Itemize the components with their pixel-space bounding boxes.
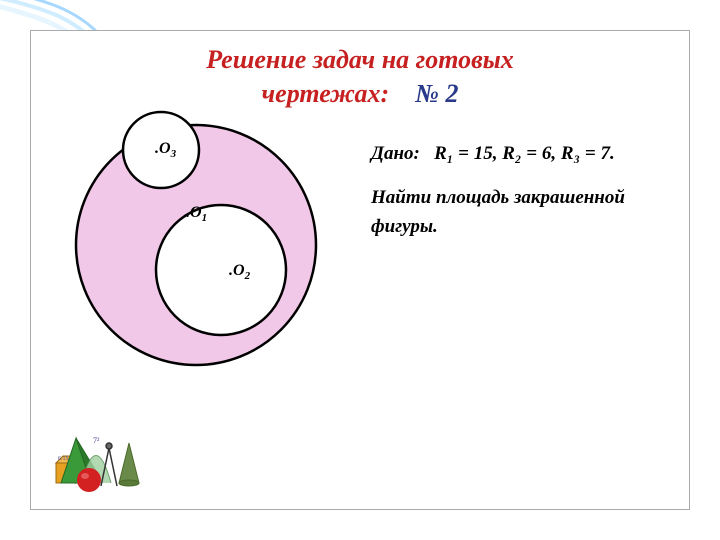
given-label: Дано: [371,143,420,164]
circle-inner-big [156,205,286,335]
slide-title: Решение задач на готовых чертежах: № 2 [31,31,689,115]
title-number: № 2 [415,79,458,108]
slide-frame: Решение задач на готовых чертежах: № 2 .… [30,30,690,510]
title-line1: Решение задач на готовых [206,45,514,74]
math-shapes-icon: 6.15 7² ÷ [51,418,146,493]
content-area: .О1 .О2 .О3 Дано: R₁ = 15, R₂ = 6, R₃ = … [31,115,689,503]
given-line: Дано: R₁ = 15, R₂ = 6, R₃ = 7. [371,140,691,169]
svg-text:7²: 7² [93,436,100,445]
find-line: Найти площадь закрашенной фигуры. [371,184,691,241]
title-line2-prefix: чертежах: [262,79,390,108]
svg-text:6.15: 6.15 [58,456,69,462]
circles-diagram: .О1 .О2 .О3 [41,105,331,385]
cone-shape [119,443,139,486]
given-values: R₁ = 15, R₂ = 6, R₃ = 7. [434,143,615,164]
problem-text: Дано: R₁ = 15, R₂ = 6, R₃ = 7. Найти пло… [371,140,691,242]
sphere-shape [77,468,101,492]
